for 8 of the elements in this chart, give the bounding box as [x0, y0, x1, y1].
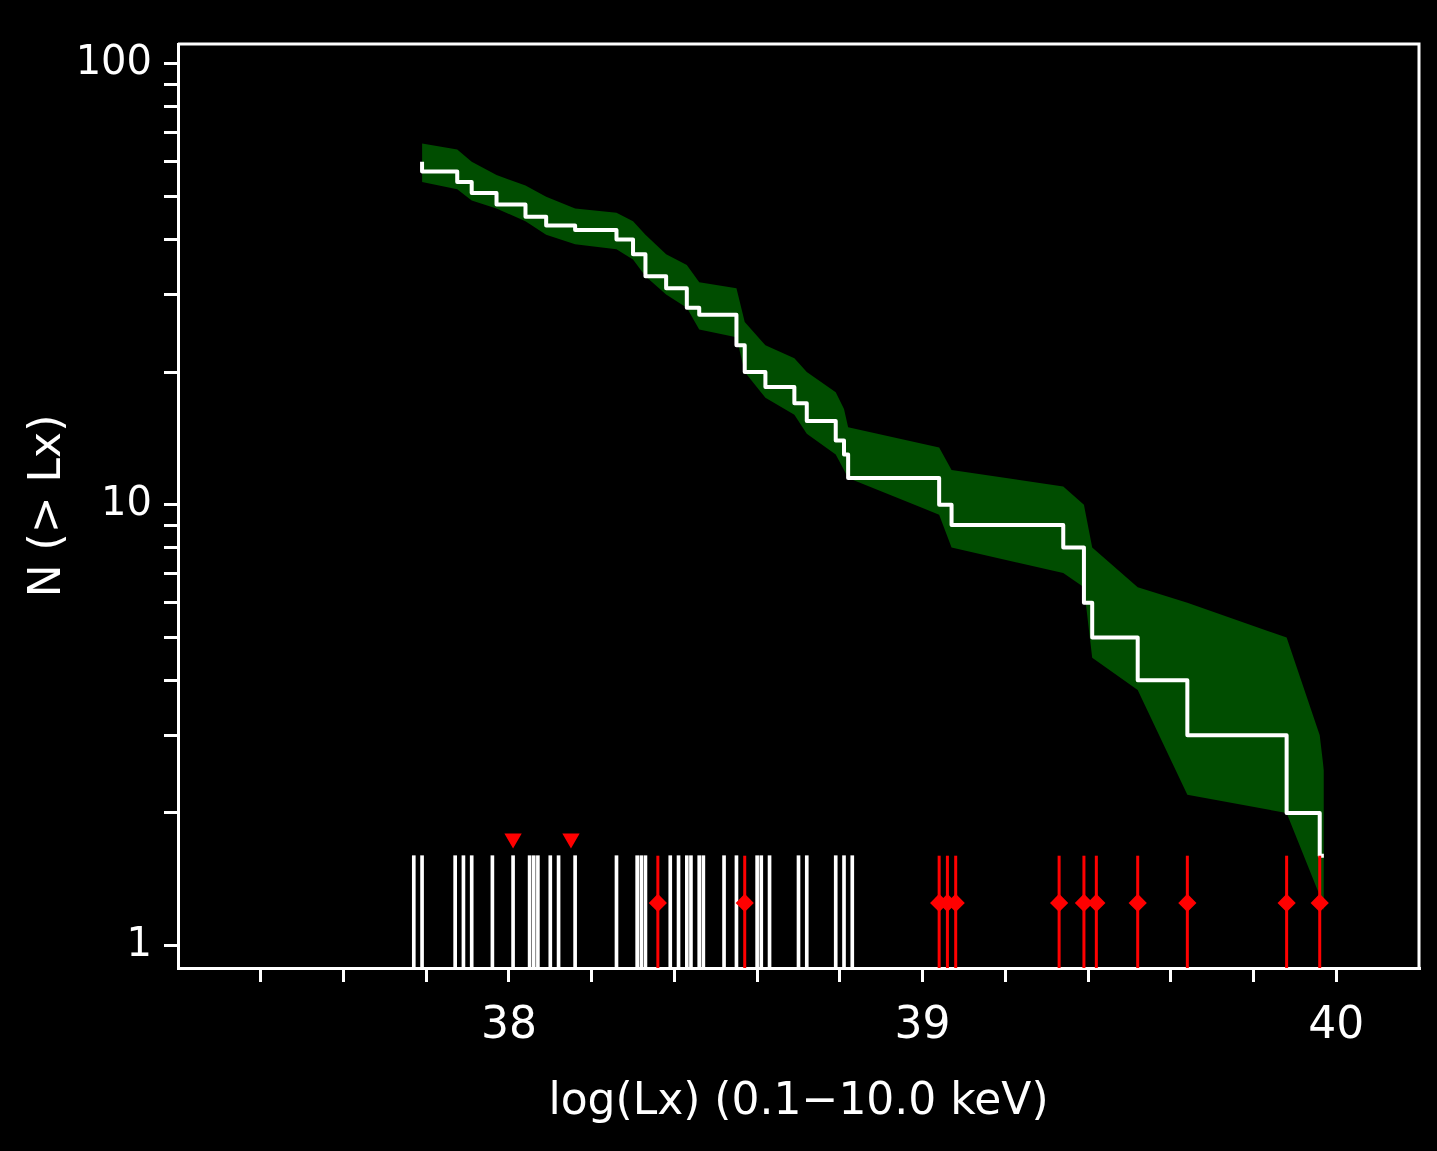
x-tick-label: 39 — [894, 996, 951, 1048]
x-tick-label: 40 — [1308, 996, 1365, 1048]
y-tick-label: 100 — [75, 37, 152, 84]
y-tick-label: 1 — [126, 919, 152, 966]
y-tick-label: 10 — [101, 478, 152, 525]
x-axis-title: log(Lx) (0.1−10.0 keV) — [548, 1073, 1049, 1125]
y-axis-title: N (> Lx) — [18, 414, 70, 598]
x-tick-label: 38 — [480, 996, 537, 1048]
